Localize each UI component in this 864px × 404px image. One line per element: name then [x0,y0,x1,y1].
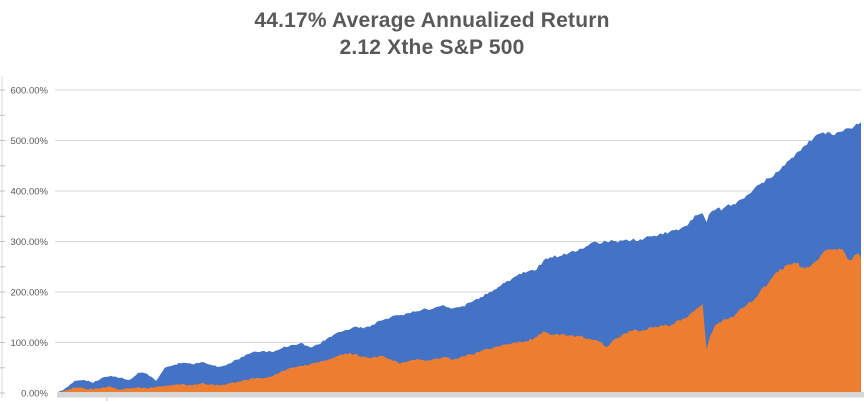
y-tick-label: 100.00% [10,338,48,349]
y-tick-label: 200.00% [10,288,48,299]
y-tick-label: 600.00% [10,86,48,97]
y-tick-label: 500.00% [10,136,48,147]
orange-series-area [57,248,861,393]
chart-subtitle: 2.12 Xthe S&P 500 [339,36,525,59]
chart-title: 44.17% Average Annualized Return [254,9,610,32]
blue-series-area [57,122,861,394]
chart-title-block: 44.17% Average Annualized Return 2.12 Xt… [0,7,864,61]
y-tick-label: 0.00% [21,389,48,400]
y-tick-label: 400.00% [10,187,48,198]
x-axis-band [57,392,864,398]
y-tick-label: 300.00% [10,237,48,248]
